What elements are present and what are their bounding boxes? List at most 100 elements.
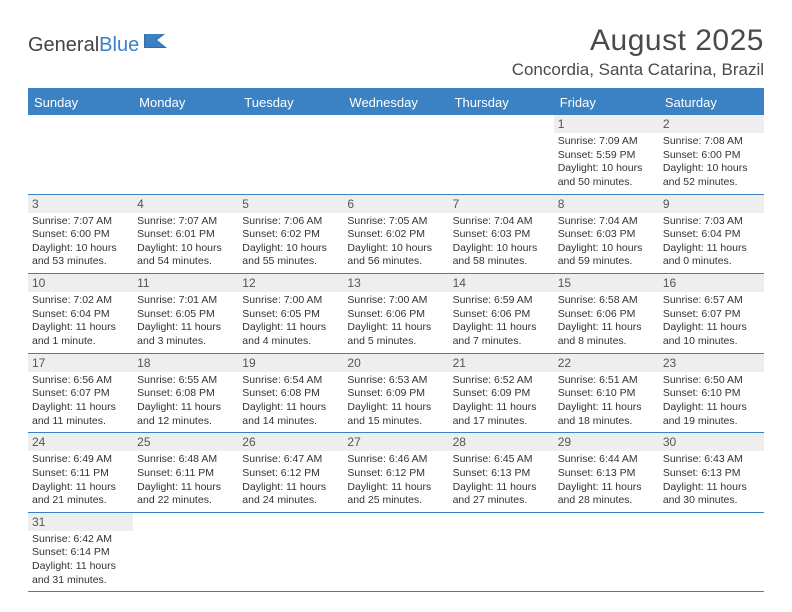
day-number: 4: [133, 195, 238, 213]
week-row: 31Sunrise: 6:42 AMSunset: 6:14 PMDayligh…: [28, 513, 764, 593]
week-row: 17Sunrise: 6:56 AMSunset: 6:07 PMDayligh…: [28, 354, 764, 434]
sunset-text: Sunset: 6:11 PM: [137, 467, 234, 481]
calendar: Sunday Monday Tuesday Wednesday Thursday…: [28, 88, 764, 592]
day-cell: 15Sunrise: 6:58 AMSunset: 6:06 PMDayligh…: [554, 274, 659, 353]
sunset-text: Sunset: 6:10 PM: [558, 387, 655, 401]
day-number: 5: [238, 195, 343, 213]
day-cell: 26Sunrise: 6:47 AMSunset: 6:12 PMDayligh…: [238, 433, 343, 512]
day-cell: 5Sunrise: 7:06 AMSunset: 6:02 PMDaylight…: [238, 195, 343, 274]
empty-cell: [449, 115, 554, 194]
daylight-text: Daylight: 10 hours and 58 minutes.: [453, 242, 550, 269]
header: GeneralBlue August 2025 Concordia, Santa…: [28, 24, 764, 80]
day-cell: 6Sunrise: 7:05 AMSunset: 6:02 PMDaylight…: [343, 195, 448, 274]
sunrise-text: Sunrise: 6:46 AM: [347, 453, 444, 467]
day-number: 19: [238, 354, 343, 372]
daylight-text: Daylight: 10 hours and 59 minutes.: [558, 242, 655, 269]
sunset-text: Sunset: 6:05 PM: [242, 308, 339, 322]
sunset-text: Sunset: 6:02 PM: [347, 228, 444, 242]
day-number: 22: [554, 354, 659, 372]
sunrise-text: Sunrise: 6:42 AM: [32, 533, 129, 547]
day-number: 7: [449, 195, 554, 213]
sunset-text: Sunset: 6:10 PM: [663, 387, 760, 401]
sunrise-text: Sunrise: 6:44 AM: [558, 453, 655, 467]
day-details: Sunrise: 6:58 AMSunset: 6:06 PMDaylight:…: [554, 292, 659, 353]
day-details: Sunrise: 6:52 AMSunset: 6:09 PMDaylight:…: [449, 372, 554, 433]
day-details: Sunrise: 6:57 AMSunset: 6:07 PMDaylight:…: [659, 292, 764, 353]
day-details: Sunrise: 7:05 AMSunset: 6:02 PMDaylight:…: [343, 213, 448, 274]
day-number: 15: [554, 274, 659, 292]
day-number: 26: [238, 433, 343, 451]
day-details: Sunrise: 6:59 AMSunset: 6:06 PMDaylight:…: [449, 292, 554, 353]
sunrise-text: Sunrise: 7:07 AM: [137, 215, 234, 229]
day-number: [343, 115, 448, 133]
sunset-text: Sunset: 6:11 PM: [32, 467, 129, 481]
sunset-text: Sunset: 6:04 PM: [32, 308, 129, 322]
day-cell: 25Sunrise: 6:48 AMSunset: 6:11 PMDayligh…: [133, 433, 238, 512]
day-cell: 3Sunrise: 7:07 AMSunset: 6:00 PMDaylight…: [28, 195, 133, 274]
day-cell: 27Sunrise: 6:46 AMSunset: 6:12 PMDayligh…: [343, 433, 448, 512]
day-cell: 7Sunrise: 7:04 AMSunset: 6:03 PMDaylight…: [449, 195, 554, 274]
day-number: 27: [343, 433, 448, 451]
day-details: Sunrise: 6:50 AMSunset: 6:10 PMDaylight:…: [659, 372, 764, 433]
day-header-mon: Monday: [133, 90, 238, 115]
daylight-text: Daylight: 11 hours and 18 minutes.: [558, 401, 655, 428]
daylight-text: Daylight: 11 hours and 11 minutes.: [32, 401, 129, 428]
sunset-text: Sunset: 6:13 PM: [453, 467, 550, 481]
day-number: [554, 513, 659, 531]
sunrise-text: Sunrise: 7:02 AM: [32, 294, 129, 308]
sunrise-text: Sunrise: 7:04 AM: [558, 215, 655, 229]
day-details: Sunrise: 6:54 AMSunset: 6:08 PMDaylight:…: [238, 372, 343, 433]
sunrise-text: Sunrise: 7:01 AM: [137, 294, 234, 308]
daylight-text: Daylight: 11 hours and 21 minutes.: [32, 481, 129, 508]
day-cell: 21Sunrise: 6:52 AMSunset: 6:09 PMDayligh…: [449, 354, 554, 433]
daylight-text: Daylight: 11 hours and 27 minutes.: [453, 481, 550, 508]
day-cell: 14Sunrise: 6:59 AMSunset: 6:06 PMDayligh…: [449, 274, 554, 353]
day-details: Sunrise: 6:48 AMSunset: 6:11 PMDaylight:…: [133, 451, 238, 512]
day-number: 17: [28, 354, 133, 372]
logo: GeneralBlue: [28, 24, 171, 57]
sunrise-text: Sunrise: 7:03 AM: [663, 215, 760, 229]
day-number: 25: [133, 433, 238, 451]
day-cell: 12Sunrise: 7:00 AMSunset: 6:05 PMDayligh…: [238, 274, 343, 353]
sunrise-text: Sunrise: 6:43 AM: [663, 453, 760, 467]
day-cell: 4Sunrise: 7:07 AMSunset: 6:01 PMDaylight…: [133, 195, 238, 274]
day-details: Sunrise: 7:00 AMSunset: 6:06 PMDaylight:…: [343, 292, 448, 353]
sunset-text: Sunset: 5:59 PM: [558, 149, 655, 163]
daylight-text: Daylight: 11 hours and 24 minutes.: [242, 481, 339, 508]
sunset-text: Sunset: 6:07 PM: [32, 387, 129, 401]
sunrise-text: Sunrise: 6:59 AM: [453, 294, 550, 308]
sunset-text: Sunset: 6:03 PM: [558, 228, 655, 242]
flag-icon: [143, 32, 171, 55]
day-number: 1: [554, 115, 659, 133]
daylight-text: Daylight: 11 hours and 4 minutes.: [242, 321, 339, 348]
day-cell: 18Sunrise: 6:55 AMSunset: 6:08 PMDayligh…: [133, 354, 238, 433]
calendar-page: GeneralBlue August 2025 Concordia, Santa…: [0, 0, 792, 602]
sunset-text: Sunset: 6:08 PM: [242, 387, 339, 401]
empty-cell: [238, 115, 343, 194]
day-details: Sunrise: 7:06 AMSunset: 6:02 PMDaylight:…: [238, 213, 343, 274]
day-details: Sunrise: 6:43 AMSunset: 6:13 PMDaylight:…: [659, 451, 764, 512]
day-number: 16: [659, 274, 764, 292]
sunset-text: Sunset: 6:03 PM: [453, 228, 550, 242]
sunrise-text: Sunrise: 7:05 AM: [347, 215, 444, 229]
day-number: [133, 115, 238, 133]
day-details: Sunrise: 7:00 AMSunset: 6:05 PMDaylight:…: [238, 292, 343, 353]
sunrise-text: Sunrise: 6:53 AM: [347, 374, 444, 388]
day-number: 24: [28, 433, 133, 451]
sunset-text: Sunset: 6:00 PM: [32, 228, 129, 242]
daylight-text: Daylight: 11 hours and 15 minutes.: [347, 401, 444, 428]
daylight-text: Daylight: 11 hours and 8 minutes.: [558, 321, 655, 348]
day-cell: 31Sunrise: 6:42 AMSunset: 6:14 PMDayligh…: [28, 513, 133, 592]
sunset-text: Sunset: 6:05 PM: [137, 308, 234, 322]
sunrise-text: Sunrise: 7:06 AM: [242, 215, 339, 229]
day-number: [238, 513, 343, 531]
day-number: 2: [659, 115, 764, 133]
sunrise-text: Sunrise: 7:07 AM: [32, 215, 129, 229]
day-details: Sunrise: 7:07 AMSunset: 6:01 PMDaylight:…: [133, 213, 238, 274]
day-cell: 29Sunrise: 6:44 AMSunset: 6:13 PMDayligh…: [554, 433, 659, 512]
day-number: [449, 115, 554, 133]
day-cell: 28Sunrise: 6:45 AMSunset: 6:13 PMDayligh…: [449, 433, 554, 512]
day-number: 29: [554, 433, 659, 451]
day-number: 12: [238, 274, 343, 292]
daylight-text: Daylight: 11 hours and 19 minutes.: [663, 401, 760, 428]
